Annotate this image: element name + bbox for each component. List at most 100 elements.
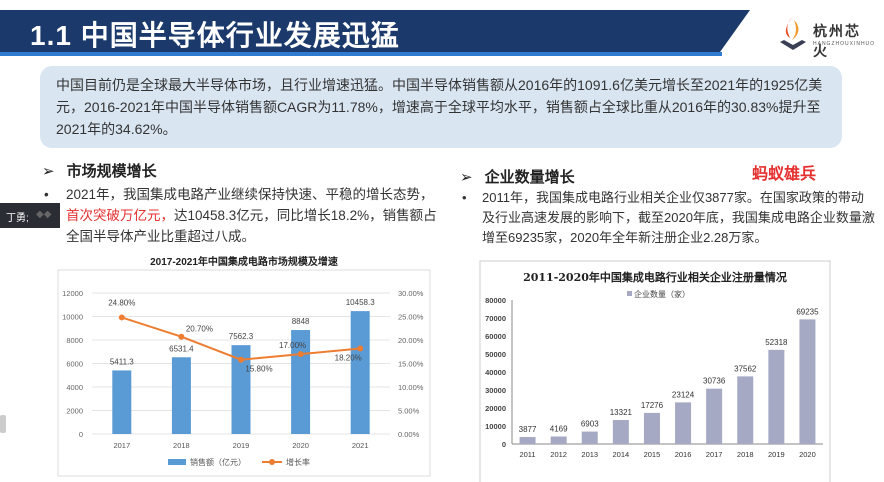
legend-label: 销售额（亿元）	[190, 457, 246, 467]
header-accent	[0, 52, 722, 56]
bar	[519, 437, 536, 444]
x-tick-label: 2018	[173, 441, 190, 450]
side-handle[interactable]	[0, 415, 6, 433]
y-tick-label: 50000	[485, 350, 506, 359]
bar	[581, 431, 598, 444]
app-logo-icon: ◆◆	[36, 209, 52, 220]
legend-label: 增长率	[286, 457, 310, 467]
participant-overlay[interactable]: 丁勇; ◆◆	[0, 203, 60, 228]
y2-tick-label: 25.00%	[398, 313, 424, 322]
bar-label: 37562	[734, 364, 757, 373]
bar	[612, 420, 629, 444]
y2-tick-label: 30.00%	[398, 289, 424, 298]
brand-watermark: 蚂蚁雄兵	[752, 166, 817, 183]
legend-marker	[269, 459, 275, 465]
x-tick-label: 2011	[519, 450, 535, 459]
right-paragraph: • 2011年，我国集成电路行业相关企业仅3877家。在国家政策的带动及行业高速…	[462, 190, 875, 245]
y-tick-label: 80000	[485, 296, 506, 305]
bar-label: 52318	[765, 338, 788, 347]
bar-label: 23124	[672, 390, 695, 399]
y-tick-label: 30000	[485, 386, 506, 395]
y2-tick-label: 15.00%	[398, 360, 424, 369]
x-tick-label: 2019	[233, 441, 250, 450]
y-tick-label: 4000	[66, 383, 83, 392]
line-label: 18.20%	[335, 353, 362, 362]
bar	[231, 345, 251, 434]
left-paragraph: • 2021年，我国集成电路产业继续保持快速、平稳的增长态势，首次突破万亿元，达…	[42, 184, 442, 247]
x-tick-label: 2018	[737, 450, 754, 459]
chart-title: 2017-2021年中国集成电路市场规模及增速	[150, 255, 338, 268]
bar-label: 30736	[703, 377, 726, 386]
chart-frame	[479, 260, 831, 482]
bar	[737, 376, 754, 444]
x-tick-label: 2020	[799, 450, 816, 459]
y2-tick-label: 5.00%	[398, 407, 420, 416]
x-tick-label: 2017	[113, 441, 130, 450]
y-tick-label: 2000	[66, 407, 83, 416]
bar	[350, 311, 370, 434]
y-tick-label: 10000	[485, 422, 506, 431]
summary-box: 中国目前仍是全球最大半导体市场，且行业增速迅猛。中国半导体销售额从2016年的1…	[40, 66, 842, 148]
line-label: 15.80%	[245, 365, 272, 374]
y-tick-label: 0	[502, 440, 506, 449]
bar-label: 5411.3	[110, 357, 134, 366]
y-tick-label: 40000	[485, 368, 506, 377]
bar	[550, 436, 567, 444]
y-tick-label: 12000	[62, 289, 83, 298]
line-label: 20.70%	[186, 325, 213, 334]
flame-logo-icon	[780, 16, 806, 50]
y-tick-label: 6000	[66, 360, 83, 369]
line-point	[178, 333, 185, 340]
bar-label: 10458.3	[346, 298, 375, 307]
bar	[291, 330, 311, 434]
arrow-bullet-icon: ➢	[460, 169, 473, 186]
y-tick-label: 20000	[485, 404, 506, 413]
x-tick-label: 2015	[644, 450, 661, 459]
bar-label: 17276	[641, 401, 664, 410]
legend-swatch-bar	[168, 459, 186, 465]
legend-swatch	[627, 291, 632, 296]
line-point	[238, 356, 244, 363]
line-label: 24.80%	[108, 298, 135, 307]
bar-label: 13321	[610, 408, 633, 417]
bar	[675, 402, 692, 444]
y2-tick-label: 10.00%	[398, 383, 424, 392]
y-tick-label: 8000	[66, 336, 83, 345]
y-tick-label: 60000	[485, 332, 506, 341]
x-tick-label: 2021	[352, 441, 369, 450]
y2-tick-label: 0.00%	[398, 430, 420, 439]
right-heading: ➢ 企业数量增长	[460, 169, 575, 186]
line-label: 17.00%	[279, 341, 306, 350]
bar	[799, 319, 816, 444]
left-heading: ➢ 市场规模增长	[42, 163, 157, 180]
x-tick-label: 2012	[550, 450, 567, 459]
bar-label: 6903	[581, 420, 599, 429]
y-tick-label: 70000	[485, 314, 506, 323]
bar	[643, 412, 660, 444]
y2-tick-label: 20.00%	[398, 336, 424, 345]
bullet: •	[462, 190, 467, 205]
bar-label: 3877	[519, 425, 537, 434]
bar	[171, 357, 191, 434]
header-bar	[0, 10, 750, 52]
logo: 杭州芯火 HANGZHOUXINHUO	[776, 12, 876, 59]
bar-label: 4169	[550, 424, 568, 433]
bullet: •	[44, 187, 49, 202]
bar	[768, 349, 785, 444]
x-tick-label: 2017	[706, 450, 723, 459]
line-point	[297, 351, 304, 358]
bar-label: 8848	[292, 317, 310, 326]
x-tick-label: 2013	[581, 450, 598, 459]
x-tick-label: 2020	[292, 441, 309, 450]
x-tick-label: 2019	[768, 450, 785, 459]
x-tick-label: 2014	[613, 450, 630, 459]
bar-label: 69235	[796, 307, 819, 316]
line-point	[118, 314, 125, 321]
bar	[112, 370, 132, 434]
chart-frame	[57, 269, 431, 477]
arrow-bullet-icon: ➢	[42, 163, 55, 180]
bar-label: 7562.3	[229, 332, 254, 341]
bar-label: 6531.4	[169, 344, 194, 353]
